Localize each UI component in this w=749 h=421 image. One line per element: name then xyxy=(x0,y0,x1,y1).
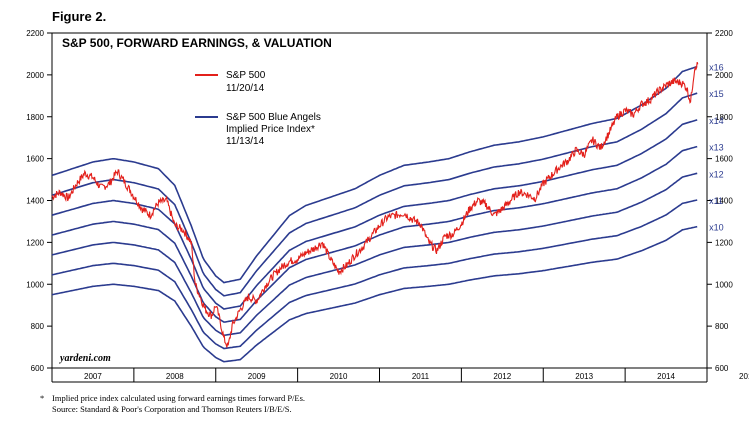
xtick-label: 2014 xyxy=(657,372,675,381)
xtick-label: 2012 xyxy=(493,372,511,381)
angels-line-x15 xyxy=(51,92,698,297)
xtick-label: 2011 xyxy=(412,372,430,381)
multiple-label-x14: x14 xyxy=(709,116,724,126)
angels-line-x13 xyxy=(51,145,698,323)
angels-line-x16 xyxy=(51,65,698,284)
multiple-labels: x10 x11 x12 x13 x14 x15 x16 xyxy=(709,63,724,233)
ytick-label-left: 800 xyxy=(31,322,45,331)
figure-label: Figure 2. xyxy=(52,9,107,24)
ytick-label-right: 2200 xyxy=(715,29,733,38)
sp500-line xyxy=(51,61,699,348)
ytick-label-left: 1800 xyxy=(26,113,44,122)
multiple-label-x15: x15 xyxy=(709,89,724,99)
sp500-line-group xyxy=(51,61,699,348)
legend-angels-label2: Implied Price Index* xyxy=(226,124,315,135)
ytick-label-right: 1400 xyxy=(715,197,733,206)
ytick-label-left: 1400 xyxy=(26,197,44,206)
multiple-label-x16: x16 xyxy=(709,63,724,73)
legend-sp500-label: S&P 500 xyxy=(226,70,266,81)
angels-line-x10 xyxy=(51,225,698,363)
xtick-label: 2009 xyxy=(248,372,266,381)
chart-title: S&P 500, FORWARD EARNINGS, & VALUATION xyxy=(62,36,332,50)
xtick-label: 2007 xyxy=(84,372,102,381)
legend-sp500-date: 11/20/14 xyxy=(226,83,265,94)
xtick-label: 2010 xyxy=(330,372,348,381)
ytick-label-left: 1200 xyxy=(26,238,44,247)
blue-angels-lines xyxy=(51,65,698,363)
watermark: yardeni.com xyxy=(59,353,111,364)
xtick-label: 2013 xyxy=(575,372,593,381)
legend-angels-date: 11/13/14 xyxy=(226,136,265,147)
footnote-marker: * xyxy=(40,393,45,403)
multiple-label-x13: x13 xyxy=(709,143,724,153)
plot-frame xyxy=(51,32,708,369)
legend: S&P 500 11/20/14 S&P 500 Blue Angels Imp… xyxy=(195,70,321,147)
ytick-label-right: 1000 xyxy=(715,280,733,289)
footnote-text: Implied price index calculated using for… xyxy=(52,393,306,403)
axes: 600 600 800 800 1000 1000 1200 1200 1400 1400 1600… xyxy=(26,29,749,383)
ytick-label-left: 600 xyxy=(31,364,45,373)
angels-line-x14 xyxy=(51,119,698,310)
ytick-label-right: 1800 xyxy=(715,113,733,122)
xtick-label: 2008 xyxy=(166,372,184,381)
angels-line-x11 xyxy=(51,199,698,350)
footnote: * Implied price index calculated using fo… xyxy=(40,393,305,404)
ytick-label-right: 600 xyxy=(715,364,729,373)
source-note: Source: Standard & Poor's Corporation an… xyxy=(52,404,292,414)
ytick-label-right: 1600 xyxy=(715,155,733,164)
ytick-label-left: 2000 xyxy=(26,71,44,80)
ytick-label-left: 1000 xyxy=(26,280,44,289)
multiple-label-x12: x12 xyxy=(709,169,724,179)
xtick-label: 2015 xyxy=(739,372,749,381)
ytick-label-right: 1200 xyxy=(715,238,733,247)
angels-line-x12 xyxy=(51,172,698,337)
multiple-label-x11: x11 xyxy=(709,196,723,206)
legend-angels-label: S&P 500 Blue Angels xyxy=(226,112,321,123)
ytick-label-right: 800 xyxy=(715,322,729,331)
ytick-label-left: 2200 xyxy=(26,29,44,38)
multiple-label-x10: x10 xyxy=(709,223,724,233)
ytick-label-right: 2000 xyxy=(715,71,733,80)
ytick-label-left: 1600 xyxy=(26,155,44,164)
